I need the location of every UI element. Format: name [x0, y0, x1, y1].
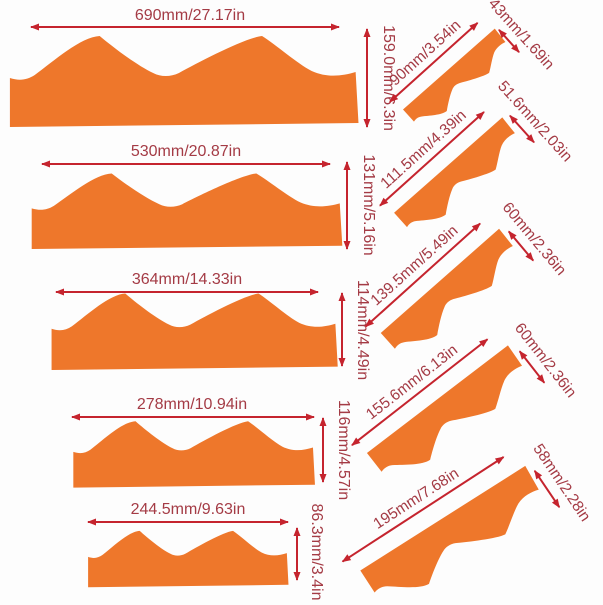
template-shape — [31, 173, 343, 250]
height-dimension-label: 131mm/5.16in — [360, 154, 377, 255]
height-dimension-label: 116mm/4.57in — [335, 400, 352, 500]
width-dimension-arrow — [508, 230, 534, 262]
width-dimension-label: 530mm/20.87in — [131, 143, 241, 160]
width-dimension-label: 60mm/2.36in — [499, 199, 570, 279]
template-shape — [51, 293, 338, 370]
length-dimension-arrow — [351, 338, 489, 446]
template-shape — [73, 421, 315, 488]
width-dimension-label: 364mm/14.33in — [132, 271, 242, 288]
left-template-5: 244.5mm/9.63in 86.3mm/3.4in — [87, 501, 325, 601]
right-template-5: 195mm/7.68in 58mm/2.28in — [341, 441, 594, 605]
width-dimension-label: 244.5mm/9.63in — [131, 501, 246, 518]
width-dimension-arrow — [498, 29, 520, 53]
width-dimension-arrow — [533, 469, 561, 509]
width-dimension-label: 278mm/10.94in — [137, 396, 247, 413]
width-dimension-arrow — [509, 114, 535, 144]
left-template-2: 530mm/20.87in 131mm/5.16in — [31, 143, 377, 256]
width-dimension-arrow — [518, 350, 546, 384]
width-dimension-label: 58mm/2.28in — [529, 441, 593, 525]
template-shape — [360, 464, 551, 605]
height-dimension-label: 86.3mm/3.4in — [308, 504, 325, 601]
template-shape — [9, 36, 359, 127]
left-template-4: 278mm/10.94in 116mm/4.57in — [71, 396, 352, 500]
width-dimension-label: 51.6mm/2.03in — [494, 78, 575, 166]
left-template-3: 364mm/14.33in 114mm/4.49in — [51, 271, 371, 380]
left-template-1: 690mm/27.17in 159.0mm/6.3in — [9, 7, 397, 131]
length-dimension-arrow — [364, 222, 481, 328]
length-dimension-arrow — [379, 111, 485, 207]
length-dimension-arrow — [389, 22, 479, 103]
width-dimension-label: 690mm/27.17in — [135, 7, 245, 24]
length-dimension-arrow — [341, 456, 505, 563]
template-shape — [88, 530, 289, 588]
width-dimension-label: 60mm/2.36in — [511, 320, 580, 401]
